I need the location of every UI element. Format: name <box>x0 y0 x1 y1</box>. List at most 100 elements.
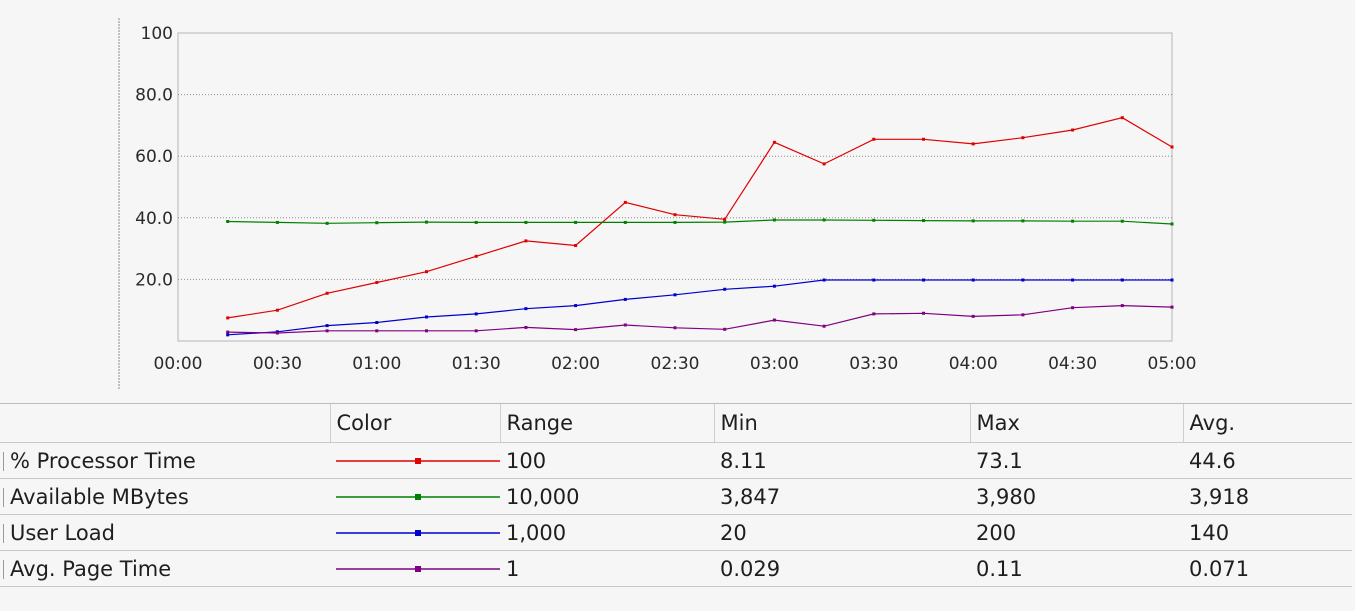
swatch-marker <box>415 493 421 500</box>
color-swatch-cell <box>330 442 500 479</box>
legend-row-processor-time[interactable]: % Processor Time 100 🔒8.11 73.1 44.6 <box>0 442 1352 479</box>
data-point <box>922 137 925 141</box>
data-point <box>1071 128 1075 132</box>
data-point <box>574 328 578 332</box>
data-point <box>226 330 230 334</box>
counter-legend-table: Color Range Min Max Avg. % Processor Tim… <box>0 403 1352 587</box>
chart-svg: 20.0 40.0 60.0 80.0 100 00:00 00:30 01:00 01:30 0… <box>118 18 1197 390</box>
color-swatch-cell <box>330 478 500 515</box>
data-point <box>325 221 329 225</box>
data-point <box>524 220 528 224</box>
data-point <box>673 220 677 224</box>
data-point <box>1170 145 1174 149</box>
range-cell: 1 <box>500 550 714 587</box>
data-point <box>772 318 776 322</box>
data-point <box>1170 222 1174 226</box>
data-point <box>872 218 876 222</box>
header-min[interactable]: Min <box>713 403 970 443</box>
data-point <box>922 311 925 315</box>
data-point <box>723 217 727 221</box>
data-point <box>1021 136 1025 140</box>
header-color[interactable]: Color <box>329 403 500 443</box>
avg-cell: 3,918 <box>1183 478 1352 515</box>
min-cell: 20 <box>714 514 970 551</box>
data-point <box>971 278 975 282</box>
data-point <box>1021 219 1025 223</box>
data-point <box>325 324 329 328</box>
data-point <box>275 220 279 224</box>
header-avg[interactable]: Avg. <box>1182 403 1352 443</box>
x-tick-label: 00:30 <box>253 354 302 374</box>
legend-row-user-load[interactable]: User Load 1,000 20 200 140 <box>0 514 1352 551</box>
data-point <box>673 293 677 297</box>
color-swatch <box>336 529 500 536</box>
x-tick-label: 02:30 <box>651 354 700 374</box>
counter-name: Available MBytes <box>0 478 330 515</box>
performance-chart: 20.0 40.0 60.0 80.0 100 00:00 00:30 01:00 01:30 0… <box>118 18 1197 390</box>
y-tick-label: 20.0 <box>135 270 173 290</box>
data-point <box>822 162 826 166</box>
data-point <box>623 323 627 327</box>
x-tick-label: 01:00 <box>352 354 401 374</box>
data-point <box>772 284 776 288</box>
data-point <box>425 315 428 319</box>
series-line <box>227 219 1173 225</box>
data-point <box>226 333 230 337</box>
data-point <box>325 329 329 333</box>
counter-name: Avg. Page Time <box>0 550 330 587</box>
data-point <box>772 218 776 222</box>
data-point <box>623 297 627 301</box>
data-point <box>623 220 627 224</box>
data-point <box>275 308 279 312</box>
data-point <box>1071 306 1075 310</box>
x-tick-label: 04:00 <box>949 354 998 374</box>
y-tick-label: 100 <box>141 24 173 44</box>
legend-row-available-mbytes[interactable]: Available MBytes 10,000 3,847 3,980 3,91… <box>0 478 1352 515</box>
data-point <box>1120 278 1124 282</box>
y-tick-label: 40.0 <box>135 209 173 229</box>
data-point <box>872 278 876 282</box>
data-point <box>922 219 925 223</box>
data-point <box>723 327 727 331</box>
x-tick-label: 03:30 <box>849 354 898 374</box>
data-point <box>1170 278 1174 282</box>
header-range[interactable]: Range <box>499 403 714 443</box>
swatch-marker <box>415 529 421 536</box>
data-point <box>275 331 279 335</box>
header-max[interactable]: Max <box>969 403 1183 443</box>
max-cell: 200 <box>970 514 1183 551</box>
min-cell: 🔒8.11 <box>714 442 970 479</box>
header-name[interactable] <box>0 403 330 443</box>
data-point <box>971 142 975 146</box>
data-point <box>574 220 578 224</box>
data-point <box>375 321 379 325</box>
plot-frame <box>177 32 1173 342</box>
data-point <box>375 329 379 333</box>
x-tick-label: 05:00 <box>1148 354 1197 374</box>
max-cell: 73.1 <box>970 442 1183 479</box>
data-point <box>325 291 329 295</box>
series-line <box>227 117 1173 319</box>
max-cell: 3,980 <box>970 478 1183 515</box>
range-cell: 1,000 <box>500 514 714 551</box>
y-tick-label: 80.0 <box>135 86 173 106</box>
data-point <box>524 307 528 311</box>
data-point <box>425 270 428 274</box>
data-point <box>474 220 478 224</box>
counter-name: % Processor Time <box>0 442 330 479</box>
data-point <box>474 254 478 258</box>
color-swatch <box>336 457 500 464</box>
x-tick-label: 03:00 <box>750 354 799 374</box>
x-tick-label: 00:00 <box>154 354 203 374</box>
data-point <box>226 219 230 223</box>
legend-row-avg-page-time[interactable]: Avg. Page Time 1 0.029 0.11 0.071 <box>0 550 1352 587</box>
data-point <box>425 220 428 224</box>
data-point <box>1120 219 1124 223</box>
swatch-marker <box>415 565 421 572</box>
color-swatch <box>336 565 500 572</box>
y-tick-label: 60.0 <box>135 147 173 167</box>
x-tick-label: 02:00 <box>551 354 600 374</box>
counter-name: User Load <box>0 514 330 551</box>
min-value: 8.11 <box>720 448 767 473</box>
data-point <box>822 218 826 222</box>
